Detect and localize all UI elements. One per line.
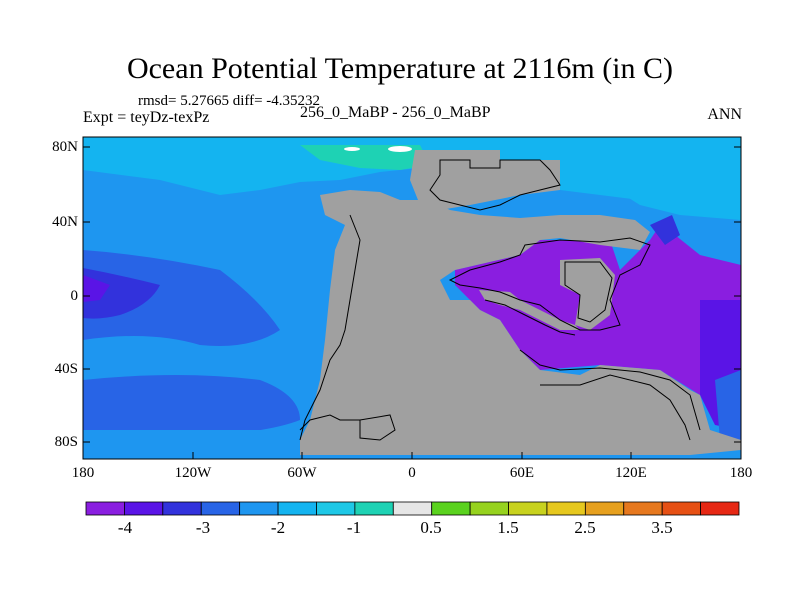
colorbar-label: 1.5: [497, 518, 519, 537]
x-tick-label: 120E: [615, 465, 647, 481]
land-main: [300, 190, 741, 455]
x-tick-label: 0: [408, 465, 416, 481]
colorbar-swatch: [431, 501, 471, 516]
y-tick-label: 0: [70, 288, 79, 304]
land-north: [410, 150, 560, 210]
land-island: [560, 258, 615, 330]
x-tick-label: 60E: [509, 465, 535, 481]
colorbar-label: -1: [346, 518, 362, 537]
colorbar-label: -4: [117, 518, 133, 537]
y-tick-label: 40N: [52, 214, 78, 230]
colorbar-swatch: [239, 501, 279, 516]
y-tick-label: 40S: [54, 361, 78, 377]
colorbar-swatch: [584, 501, 625, 516]
season-label: ANN: [707, 106, 742, 123]
colorbar-label: -2: [270, 518, 286, 537]
colorbar-label: 0.5: [420, 518, 442, 537]
colorbar-swatch: [124, 501, 164, 516]
axis-ticks: [82, 146, 742, 459]
colorbar-swatch: [200, 501, 241, 516]
colorbar-swatch: [277, 501, 317, 516]
colorbar-swatch: [623, 501, 663, 516]
x-tick-label: 60W: [287, 465, 317, 481]
colorbar-swatch: [392, 501, 433, 516]
x-tick-label: 180: [729, 465, 753, 481]
case-label: 256_0_MaBP - 256_0_MaBP: [300, 104, 491, 121]
colorbar-swatch: [469, 501, 509, 516]
colorbar-swatch: [85, 501, 125, 516]
colorbar-swatch: [162, 501, 202, 516]
colorbar-swatch: [316, 501, 356, 516]
colorbar-swatch: [546, 501, 586, 516]
colorbar-label: -3: [195, 518, 211, 537]
map-panel: [82, 136, 742, 460]
y-tick-label: 80S: [54, 434, 78, 450]
pacific-cool-band: [83, 250, 280, 346]
coastlines: [299, 159, 701, 441]
arctic-white-patch: [388, 146, 412, 152]
experiment-label: Expt = teyDz-texPz: [83, 109, 210, 126]
colorbar-label: 3.5: [651, 518, 673, 537]
x-tick-label: 120W: [174, 465, 212, 481]
colorbar-swatch: [508, 501, 548, 516]
colorbar-label: 2.5: [574, 518, 596, 537]
colorbar: [85, 501, 740, 516]
colorbar-swatch: [661, 501, 701, 516]
x-tick-label: 180: [71, 465, 95, 481]
colorbar-swatch: [354, 501, 394, 516]
y-tick-label: 80N: [52, 139, 78, 155]
chart-title: Ocean Potential Temperature at 2116m (in…: [126, 52, 674, 85]
rmsd-diff-stats: rmsd= 5.27665 diff= -4.35232: [138, 93, 321, 109]
colorbar-swatch: [700, 501, 740, 516]
